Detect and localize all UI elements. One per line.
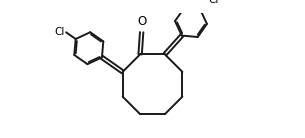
Text: Cl: Cl bbox=[54, 27, 65, 37]
Text: Cl: Cl bbox=[208, 0, 219, 5]
Text: O: O bbox=[137, 15, 146, 28]
